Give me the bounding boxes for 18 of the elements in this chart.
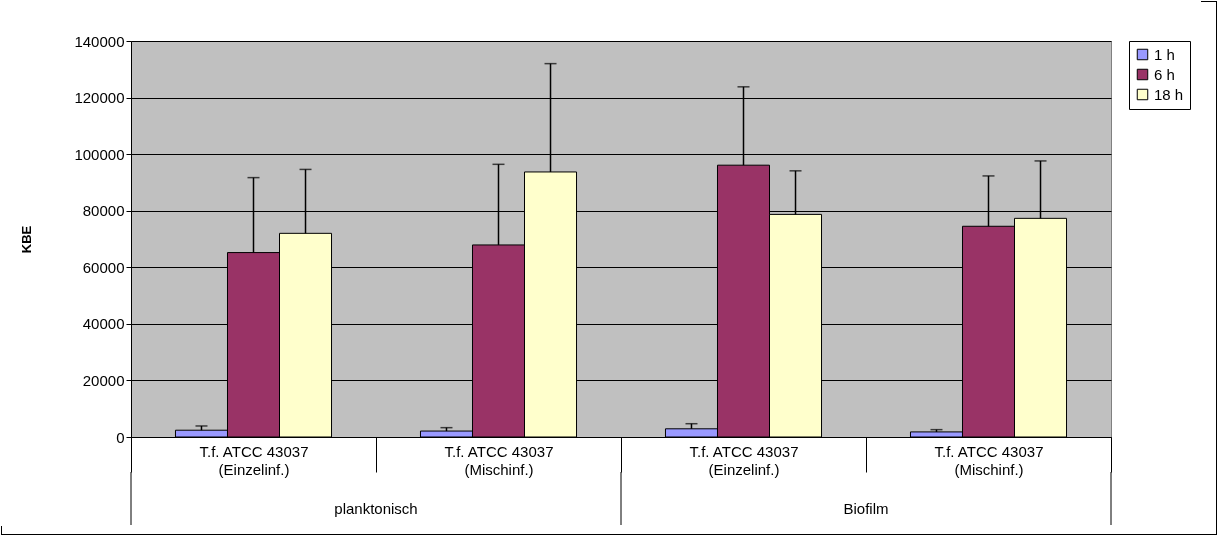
y-tick-label: 0 [116,428,125,446]
y-tick-label: 20000 [82,371,125,389]
x-tick-label: T.f. ATCC 43037 (Einzelinf.) [199,442,309,478]
legend-label: 18 h [1154,85,1184,103]
y-tick-label: 80000 [82,202,125,220]
y-tick-label: 120000 [74,89,125,107]
text: Biofilm [843,500,889,517]
legend-label: 1 h [1154,45,1175,63]
x-tick-label: T.f. ATCC 43037 (Mischinf.) [934,442,1044,478]
y-tick-label: 40000 [82,315,125,333]
y-axis-title: KBE [19,225,35,254]
y-tick-label: 140000 [74,32,125,50]
y-tick-label: 60000 [82,258,125,276]
x-tick-label: T.f. ATCC 43037 (Einzelinf.) [689,442,799,478]
text: planktonisch [334,500,418,517]
x-tick-label: T.f. ATCC 43037 (Mischinf.) [444,442,554,478]
legend-label: 6 h [1154,65,1175,83]
y-tick-label: 100000 [74,145,125,163]
